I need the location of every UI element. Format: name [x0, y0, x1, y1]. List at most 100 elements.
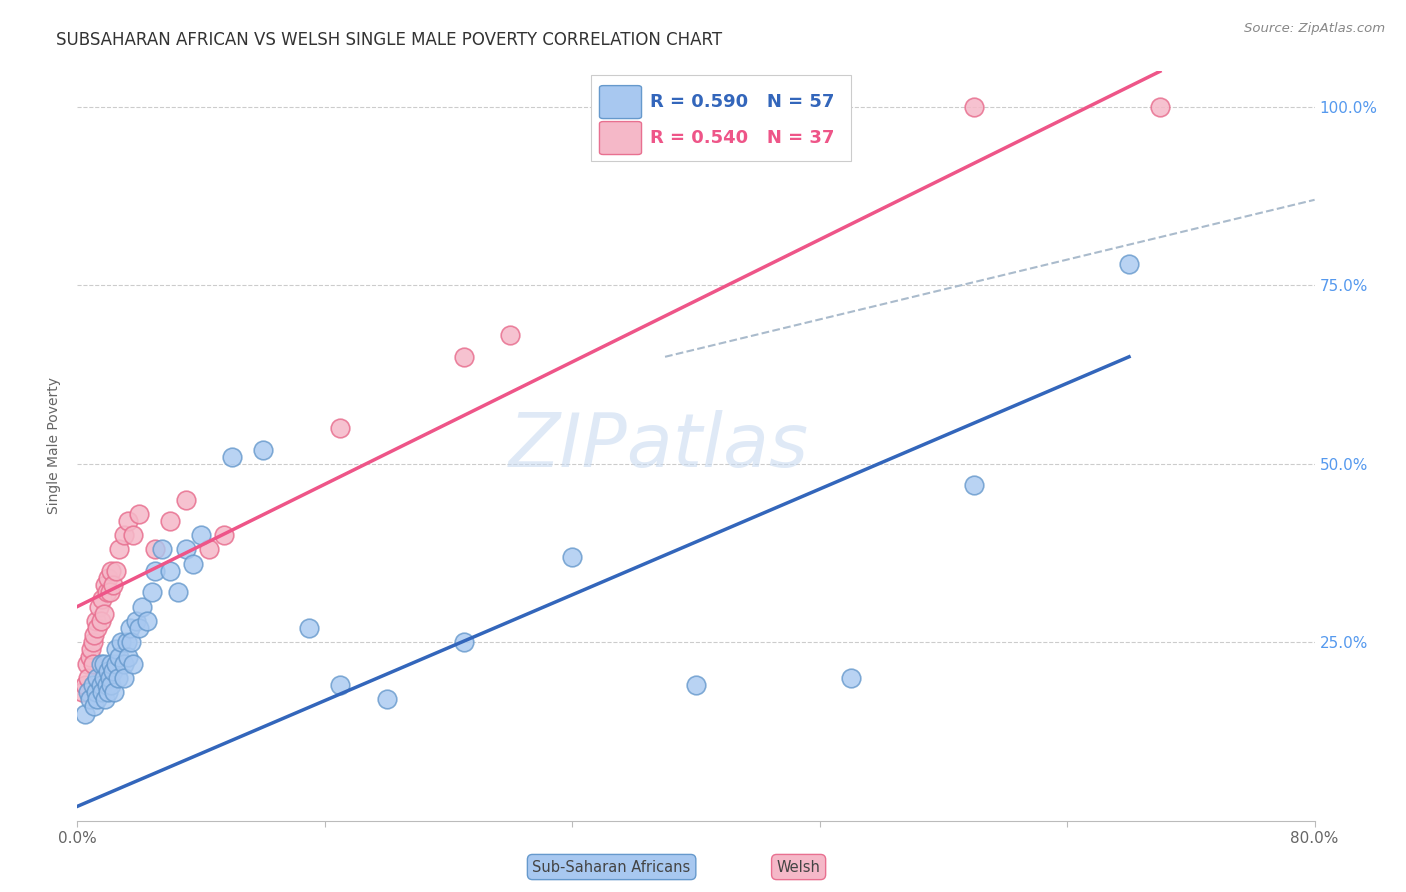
Point — [100, 564, 122, 578]
Point — [685, 678, 707, 692]
Text: ZIPatlas: ZIPatlas — [509, 410, 808, 482]
Point — [198, 542, 221, 557]
Point — [183, 557, 205, 571]
Point — [108, 542, 131, 557]
Point — [499, 328, 522, 343]
Point — [105, 657, 128, 671]
Point — [83, 628, 105, 642]
Point — [86, 692, 108, 706]
Point — [963, 100, 986, 114]
Point — [82, 678, 104, 692]
Point — [100, 657, 122, 671]
Point — [143, 564, 166, 578]
Point — [100, 678, 122, 692]
Point — [105, 564, 128, 578]
Text: Welsh: Welsh — [776, 860, 821, 874]
Point — [190, 528, 212, 542]
Point — [107, 671, 129, 685]
Point — [86, 621, 108, 635]
Point — [101, 578, 124, 592]
Y-axis label: Single Male Poverty: Single Male Poverty — [48, 377, 62, 515]
Point — [87, 599, 110, 614]
Point — [298, 621, 321, 635]
Point — [112, 671, 135, 685]
Point — [122, 657, 145, 671]
Point — [105, 642, 128, 657]
Point — [1149, 100, 1171, 114]
Point — [82, 657, 104, 671]
Point — [1118, 257, 1140, 271]
Point — [125, 614, 148, 628]
Point — [86, 671, 108, 685]
FancyBboxPatch shape — [599, 86, 641, 119]
Point — [117, 649, 139, 664]
Point — [112, 528, 135, 542]
Point — [143, 542, 166, 557]
Point — [83, 699, 105, 714]
Point — [453, 635, 475, 649]
Point — [329, 678, 352, 692]
Point — [84, 614, 107, 628]
Point — [97, 571, 120, 585]
Point — [112, 657, 135, 671]
Point — [963, 478, 986, 492]
Point — [221, 450, 243, 464]
Text: R = 0.540   N = 37: R = 0.540 N = 37 — [650, 129, 835, 147]
Point — [84, 685, 107, 699]
Point — [96, 678, 118, 692]
Text: Sub-Saharan Africans: Sub-Saharan Africans — [533, 860, 690, 874]
Point — [91, 592, 114, 607]
Point — [839, 671, 862, 685]
Point — [77, 685, 100, 699]
Point — [167, 585, 190, 599]
Point — [561, 549, 583, 564]
Point — [159, 564, 181, 578]
Point — [101, 664, 124, 678]
Point — [93, 657, 115, 671]
Text: R = 0.590   N = 57: R = 0.590 N = 57 — [650, 93, 835, 112]
Point — [90, 657, 112, 671]
Point — [70, 685, 93, 699]
Point — [128, 507, 150, 521]
Point — [90, 614, 112, 628]
Point — [97, 664, 120, 678]
Point — [110, 635, 132, 649]
Point — [75, 706, 96, 721]
Point — [115, 635, 138, 649]
Point — [117, 514, 139, 528]
Point — [79, 692, 101, 706]
Point — [82, 635, 104, 649]
Point — [94, 692, 117, 706]
Point — [93, 607, 115, 621]
Point — [131, 599, 153, 614]
Point — [75, 678, 96, 692]
Point — [80, 642, 103, 657]
Point — [91, 685, 114, 699]
Point — [90, 678, 112, 692]
Point — [93, 671, 115, 685]
Point — [159, 514, 181, 528]
Point — [121, 635, 143, 649]
Point — [108, 649, 131, 664]
Point — [214, 528, 236, 542]
Point — [375, 692, 398, 706]
Point — [103, 685, 125, 699]
Point — [97, 685, 120, 699]
Point — [174, 492, 197, 507]
Point — [136, 614, 159, 628]
Point — [174, 542, 197, 557]
Point — [453, 350, 475, 364]
FancyBboxPatch shape — [591, 75, 851, 161]
FancyBboxPatch shape — [599, 121, 641, 154]
Point — [128, 621, 150, 635]
Point — [77, 671, 100, 685]
Point — [98, 671, 121, 685]
Text: SUBSAHARAN AFRICAN VS WELSH SINGLE MALE POVERTY CORRELATION CHART: SUBSAHARAN AFRICAN VS WELSH SINGLE MALE … — [56, 31, 723, 49]
Point — [141, 585, 163, 599]
Point — [122, 528, 145, 542]
Point — [329, 421, 352, 435]
Point — [96, 585, 118, 599]
Point — [252, 442, 274, 457]
Point — [76, 657, 98, 671]
Point — [79, 649, 101, 664]
